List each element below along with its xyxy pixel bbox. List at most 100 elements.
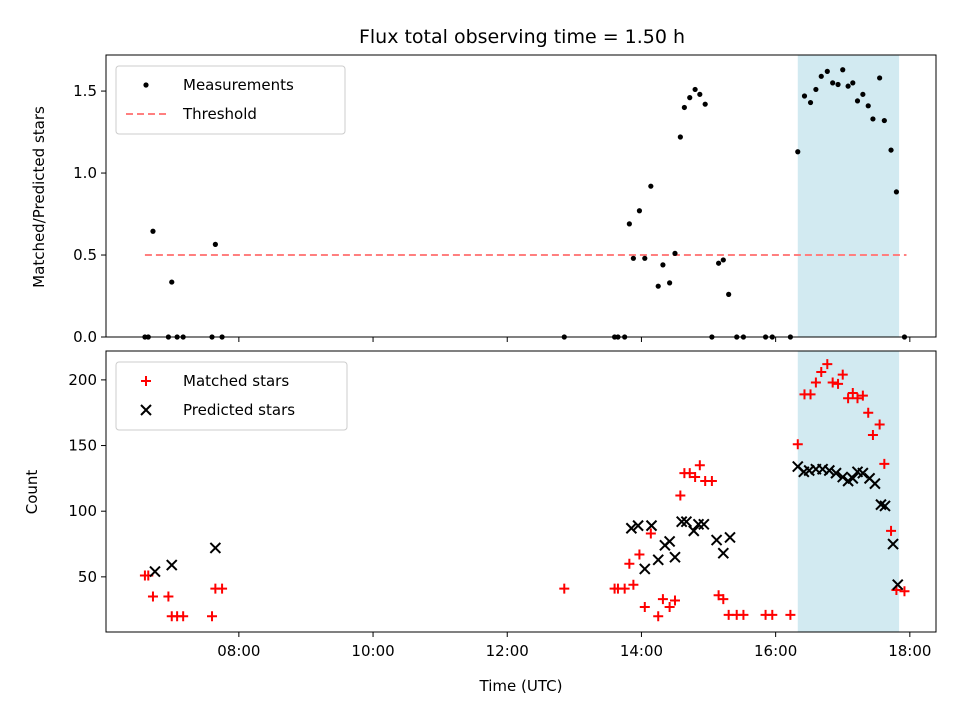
measurement-point <box>795 149 801 155</box>
measurement-point <box>830 80 836 86</box>
matched-stars-point <box>664 602 675 613</box>
measurement-point <box>702 101 708 107</box>
measurement-point <box>818 73 824 79</box>
plot-frame <box>105 54 937 338</box>
matched-stars-point <box>857 390 868 401</box>
matched-stars-point <box>628 579 639 590</box>
y-tick-label: 150 <box>68 437 97 455</box>
predicted-stars-point <box>879 500 891 512</box>
measurement-point <box>681 104 687 111</box>
matched-stars-point <box>886 525 897 536</box>
legend-entry-label: Matched stars <box>183 372 289 390</box>
x-tick-label: 08:00 <box>217 642 260 660</box>
plot-frame <box>105 350 937 633</box>
measurement-point <box>877 75 883 81</box>
matched-stars-point <box>718 594 729 605</box>
top-panel: 0.0 0.5 1.0 1.5 Measurements Threshold <box>73 54 937 346</box>
predicted-stars-point <box>149 565 161 578</box>
bottom-y-axis-label: Count <box>23 470 41 515</box>
predicted-stars-point <box>823 464 836 477</box>
y-tick-label: 0.5 <box>73 246 97 264</box>
predicted-stars-point <box>724 531 736 544</box>
predicted-stars-point <box>625 522 638 534</box>
matched-stars-point <box>639 602 650 613</box>
y-tick-label: 200 <box>68 371 97 389</box>
y-tick-label: 1.5 <box>73 82 97 100</box>
matched-stars-point <box>147 591 158 602</box>
matched-stars-point <box>837 369 848 380</box>
matched-stars-point <box>690 472 701 483</box>
matched-stars-point <box>792 439 803 450</box>
measurement-point <box>870 116 876 122</box>
legend-box <box>115 65 346 135</box>
matched-stars-point <box>684 468 695 479</box>
matched-stars-point <box>867 430 878 441</box>
predicted-stars-point <box>645 519 658 532</box>
predicted-stars-point <box>892 579 904 591</box>
x-tick-label: 12:00 <box>486 642 529 660</box>
legend-marker-predicted-stars <box>140 404 152 416</box>
measurement-point <box>893 189 900 195</box>
predicted-stars-point <box>837 471 849 483</box>
legend-marker-matched-stars <box>141 376 151 386</box>
matched-stars-point <box>619 583 630 594</box>
measurement-point <box>667 280 673 286</box>
measurement-point <box>672 250 678 256</box>
matched-stars-point <box>669 595 680 606</box>
matched-stars-point <box>653 611 664 622</box>
legend-box <box>115 361 348 431</box>
matched-stars-point <box>634 549 645 560</box>
matched-stars-point <box>706 475 717 486</box>
y-tick-label: 100 <box>68 502 97 520</box>
measurement-point <box>642 255 648 261</box>
matched-stars-point <box>833 378 844 389</box>
matched-stars-point <box>675 490 686 501</box>
matched-stars-point <box>694 460 705 471</box>
predicted-stars-point <box>632 519 644 532</box>
measurement-point <box>840 67 846 73</box>
legend-entry-label: Measurements <box>183 76 294 94</box>
measurement-point <box>726 291 732 297</box>
top-y-axis-label: Matched/Predicted stars <box>30 106 48 288</box>
measurement-point <box>716 260 722 266</box>
matched-stars-point <box>178 611 189 622</box>
measurement-point <box>888 147 894 153</box>
measurement-point <box>660 262 666 268</box>
predicted-stars-point <box>688 525 700 537</box>
legend-entry-label: Threshold <box>182 105 257 123</box>
measurement-point <box>807 99 814 106</box>
x-tick-label: 14:00 <box>620 642 663 660</box>
measurement-point <box>860 91 866 97</box>
measurement-point <box>169 279 175 285</box>
matched-stars-point <box>816 367 827 378</box>
measurement-point <box>845 83 851 89</box>
measurement-point <box>677 134 683 140</box>
measurement-point <box>850 80 856 86</box>
matched-stars-point <box>863 407 874 418</box>
predicted-stars-point <box>652 554 664 566</box>
measurement-point <box>655 283 661 289</box>
predicted-stars-point <box>669 551 681 563</box>
matched-stars-point <box>207 611 218 622</box>
observing-window-shade <box>797 55 900 337</box>
measurement-point <box>692 86 698 93</box>
predicted-stars-point <box>698 518 710 531</box>
x-tick-label: 18:00 <box>888 642 931 660</box>
predicted-stars-point <box>887 538 899 550</box>
x-tick-label: 10:00 <box>351 642 394 660</box>
predicted-stars-point <box>680 515 693 528</box>
predicted-stars-point <box>710 534 723 546</box>
measurement-point <box>648 183 654 189</box>
matched-stars-point <box>163 591 174 602</box>
predicted-stars-point <box>869 477 881 490</box>
matched-stars-point <box>738 609 749 620</box>
predicted-stars-point <box>717 547 730 559</box>
predicted-stars-point <box>847 472 859 485</box>
matched-stars-point <box>847 388 858 399</box>
measurement-point <box>212 241 218 247</box>
matched-stars-point <box>879 458 890 469</box>
measurement-point <box>813 86 819 93</box>
matched-stars-point <box>805 389 816 400</box>
matched-stars-point <box>822 359 833 370</box>
